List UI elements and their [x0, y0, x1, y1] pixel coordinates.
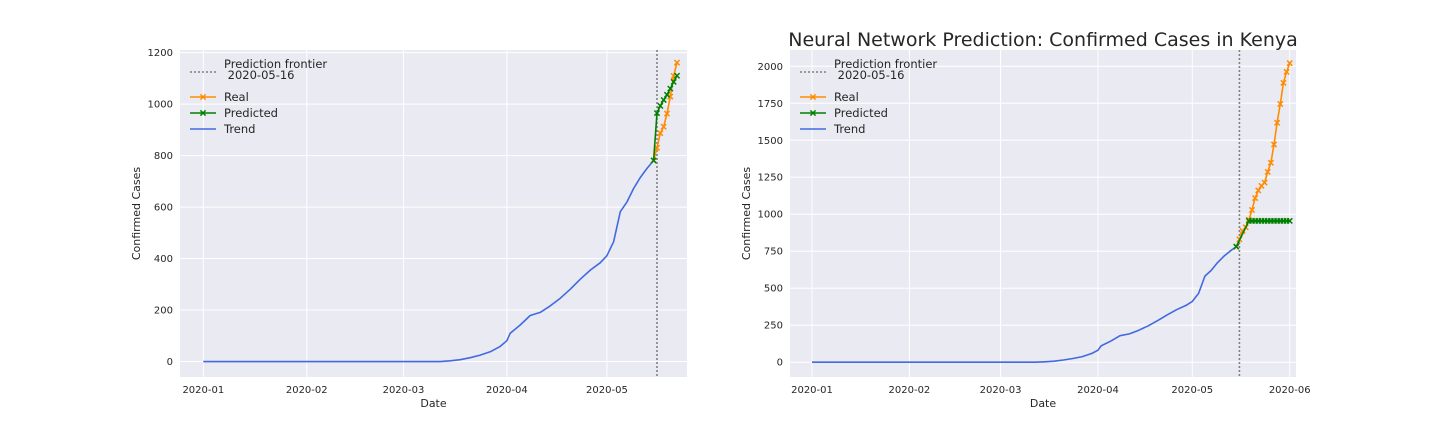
y-axis-label: Confirmed Cases [740, 167, 753, 261]
y-tick-label: 250 [764, 321, 783, 332]
series-line-trend [203, 159, 655, 363]
y-tick-label: 0 [167, 357, 173, 368]
plot-area [790, 50, 1296, 377]
y-tick-label: 1000 [148, 100, 173, 111]
data-point-predicted [670, 78, 677, 86]
legend-label-real: Real [834, 90, 859, 104]
data-point-real [673, 59, 681, 66]
x-tick-label: 2020-05 [586, 385, 628, 396]
y-tick-label: 800 [154, 151, 173, 162]
x-tick-label: 2020-06 [1269, 385, 1311, 396]
x-tick-label: 2020-04 [1077, 385, 1119, 396]
x-tick-label: 2020-03 [383, 385, 425, 396]
series-line-real [652, 62, 678, 161]
data-point-predicted [667, 85, 674, 92]
data-point-real [660, 123, 667, 130]
x-tick-label: 2020-05 [1171, 385, 1213, 396]
chart-2: 0 250 500 750 1000 1250 1500 1750 2000 2020-01 202… [740, 29, 1311, 410]
legend-marker-real [199, 93, 207, 101]
legend-label-predicted: Predicted [834, 106, 888, 120]
data-point-predicted [663, 91, 671, 98]
data-point-predicted [650, 157, 657, 164]
data-point-real [1270, 141, 1278, 148]
data-point-predicted [657, 102, 664, 110]
x-axis-label: Date [420, 397, 447, 410]
data-point-real [667, 93, 674, 100]
y-tick-label: 1000 [758, 210, 783, 221]
y-tick-label: 1200 [148, 48, 173, 59]
legend-frontier-label: 2020-05-16 [224, 68, 295, 82]
data-point-real [1252, 194, 1259, 202]
series-line-trend [812, 245, 1237, 364]
data-point-real [1286, 60, 1293, 67]
x-tick-label: 2020-03 [980, 385, 1022, 396]
y-tick-label: 200 [154, 306, 173, 317]
data-point-real [1274, 119, 1281, 126]
y-tick-label: 1500 [758, 136, 783, 147]
legend-marker-predicted [809, 109, 817, 117]
data-point-predicted [1286, 217, 1293, 225]
legend: Prediction frontier 2020-05-16 Real Predic… [190, 57, 327, 136]
data-point-real [1261, 179, 1268, 186]
legend-marker-real [809, 93, 817, 101]
y-tick-label: 1750 [758, 99, 783, 110]
data-point-predicted [653, 109, 661, 117]
y-tick-label: 400 [154, 254, 173, 265]
data-point-real [663, 110, 671, 117]
data-point-real [1264, 168, 1271, 176]
x-tick-label: 2020-04 [486, 385, 528, 396]
legend-frontier-label: Prediction frontier [834, 57, 937, 71]
y-tick-label: 750 [764, 247, 783, 258]
data-point-predicted [673, 72, 681, 79]
data-point-real [1283, 68, 1290, 76]
y-tick-label: 600 [154, 203, 173, 214]
plot-area [180, 50, 687, 377]
data-point-real [1277, 100, 1284, 108]
data-point-real [1255, 187, 1262, 194]
legend-label-trend: Trend [833, 122, 865, 136]
data-point-real [1248, 206, 1256, 214]
data-point-predicted [660, 96, 667, 104]
x-tick-label: 2020-01 [791, 385, 833, 396]
y-tick-label: 1250 [758, 173, 783, 184]
legend-frontier-label: 2020-05-16 [834, 68, 905, 82]
data-point-real [657, 130, 664, 137]
data-point-real [1267, 159, 1274, 166]
chart-title: Neural Network Prediction: Confirmed Cas… [788, 29, 1298, 51]
y-axis-label: Confirmed Cases [130, 167, 143, 261]
legend-label-real: Real [224, 90, 249, 104]
y-tick-label: 2000 [758, 62, 783, 73]
x-axis-label: Date [1030, 397, 1057, 410]
x-tick-label: 2020-02 [889, 385, 931, 396]
data-point-predicted [1233, 243, 1240, 250]
chart-1: 0 200 400 600 800 1000 1200 2020-01 2020-02 2020-… [130, 48, 687, 410]
x-tick-label: 2020-02 [286, 385, 328, 396]
y-tick-label: 0 [777, 358, 783, 369]
legend-label-predicted: Predicted [224, 106, 278, 120]
legend-label-trend: Trend [223, 122, 255, 136]
y-tick-label: 500 [764, 284, 783, 295]
data-point-real [1280, 79, 1287, 86]
x-tick-label: 2020-01 [182, 385, 224, 396]
legend-frontier-label: Prediction frontier [224, 57, 327, 71]
legend-marker-predicted [199, 109, 207, 117]
legend: Prediction frontier 2020-05-16 Real Predic… [800, 57, 937, 136]
